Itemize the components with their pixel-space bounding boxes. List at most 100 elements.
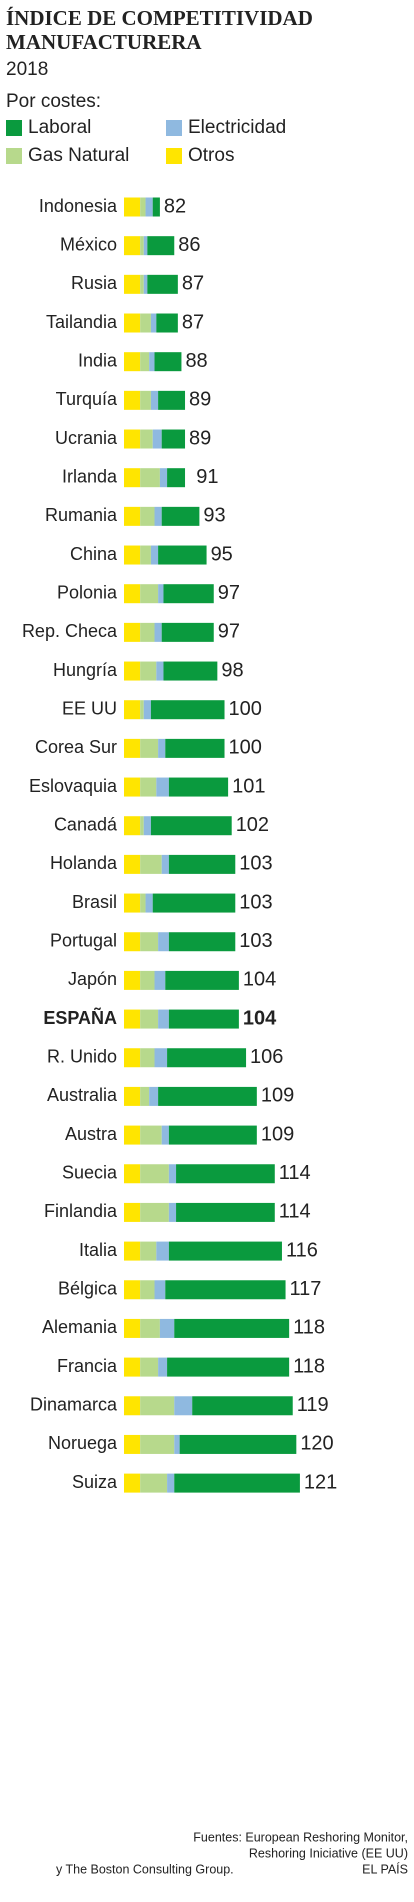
bar-segment	[150, 545, 159, 565]
category-label: México	[60, 234, 117, 254]
bar-segment	[158, 545, 207, 565]
bar-segment	[143, 274, 148, 294]
category-label: Indonesia	[39, 196, 118, 216]
category-label: Noruega	[48, 1433, 118, 1453]
category-label: Rumania	[45, 505, 118, 525]
bar-segment	[124, 1357, 141, 1377]
bar-segment	[140, 970, 155, 990]
bar-segment	[140, 1125, 162, 1145]
bar-segment	[167, 468, 186, 488]
bar-segment	[143, 816, 151, 836]
category-label: Alemania	[42, 1317, 118, 1337]
bar-segment	[154, 506, 162, 526]
bar-segment	[140, 700, 144, 720]
bar-segment	[176, 1202, 275, 1222]
bar-segment	[158, 584, 164, 604]
source-line: y The Boston Consulting Group.	[56, 1862, 234, 1876]
bar-segment	[158, 1009, 169, 1029]
category-label: Brasil	[72, 892, 117, 912]
bar-segment	[140, 661, 157, 681]
total-label: 86	[178, 234, 200, 256]
source-line: Reshoring Iniciative (EE UU)	[249, 1846, 408, 1860]
bar-segment	[140, 1048, 155, 1068]
chart-title: MANUFACTURERA	[6, 30, 202, 54]
total-label: 97	[218, 621, 240, 643]
legend-label: Laboral	[28, 117, 91, 138]
category-label: Eslovaquia	[29, 776, 118, 796]
bar-segment	[150, 816, 232, 836]
total-label: 87	[182, 311, 204, 333]
bar-segment	[140, 545, 151, 565]
bar-segment	[124, 700, 141, 720]
category-label: EE UU	[62, 698, 117, 718]
bar-segment	[156, 661, 164, 681]
bar-segment	[165, 738, 225, 758]
total-label: 82	[164, 195, 186, 217]
credit: EL PAÍS	[362, 1861, 408, 1876]
bar-segment	[179, 1434, 297, 1454]
category-label: Rep. Checa	[22, 621, 118, 641]
bar-segment	[124, 197, 141, 217]
total-label: 91	[196, 466, 218, 488]
bar-segment	[124, 352, 141, 372]
category-label: Dinamarca	[30, 1395, 118, 1415]
bar-segment	[124, 1396, 141, 1416]
bar-segment	[167, 1357, 290, 1377]
total-label: 89	[189, 389, 211, 411]
bar-segment	[192, 1396, 293, 1416]
bar-segment	[140, 893, 146, 913]
bar-segment	[156, 313, 178, 333]
legend-label: Gas Natural	[28, 145, 129, 166]
bar-segment	[124, 1473, 141, 1493]
bar-segment	[143, 236, 148, 256]
bar-segment	[140, 197, 146, 217]
bar-segment	[152, 893, 236, 913]
total-label: 117	[290, 1278, 322, 1300]
category-label: Irlanda	[62, 466, 118, 486]
bar-segment	[154, 1280, 166, 1300]
bar-segment	[140, 854, 162, 874]
bar-segment	[143, 700, 151, 720]
bar-segment	[176, 1164, 275, 1184]
category-label: Rusia	[71, 273, 118, 293]
legend-swatch	[166, 120, 182, 136]
total-label: 119	[297, 1394, 329, 1416]
bar-segment	[124, 390, 141, 410]
source-line: Fuentes: European Reshoring Monitor,	[193, 1830, 408, 1844]
bar-segment	[154, 1048, 168, 1068]
category-label: Hungría	[53, 660, 118, 680]
bar-segment	[158, 1086, 257, 1106]
legend-label: Electricidad	[188, 117, 286, 138]
bar-segment	[147, 236, 175, 256]
category-label: Japón	[68, 969, 117, 989]
bar-segment	[124, 970, 141, 990]
category-label: ESPAÑA	[43, 1007, 117, 1028]
total-label: 102	[236, 814, 269, 836]
bar-segment	[140, 390, 151, 410]
category-label: Italia	[79, 1240, 118, 1260]
bar-segment	[140, 932, 159, 952]
bar-segment	[124, 1434, 141, 1454]
bar-segment	[165, 970, 239, 990]
bar-segment	[140, 1086, 150, 1106]
category-label: Suecia	[62, 1163, 118, 1183]
bar-segment	[168, 1009, 239, 1029]
total-label: 114	[279, 1162, 311, 1184]
bar-segment	[165, 1280, 286, 1300]
bar-segment	[167, 1048, 247, 1068]
bar-segment	[158, 932, 169, 952]
bar-segment	[140, 738, 159, 758]
bar-segment	[124, 738, 141, 758]
category-label: Suiza	[72, 1472, 118, 1492]
total-label: 101	[232, 775, 265, 797]
total-label: 88	[185, 350, 207, 372]
bar-segment	[124, 932, 141, 952]
bar-segment	[140, 1357, 159, 1377]
bar-segment	[174, 1473, 300, 1493]
total-label: 103	[239, 891, 272, 913]
total-label: 116	[286, 1239, 318, 1261]
category-label: China	[70, 544, 118, 564]
bar-segment	[161, 506, 200, 526]
bar-segment	[163, 661, 218, 681]
